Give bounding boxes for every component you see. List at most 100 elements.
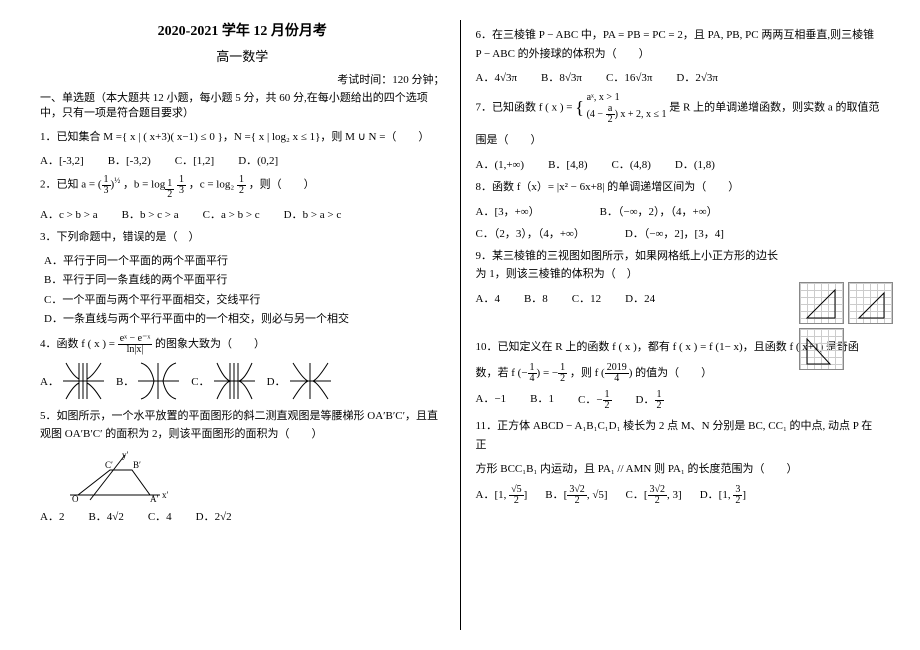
question-8: 8．函数 f（x）= |x² − 6x+8| 的单调递增区间为（ ）	[476, 178, 881, 197]
graph-b-icon	[136, 361, 181, 401]
q10-c-pre: C．−	[578, 394, 603, 406]
q11-opt-c: C．[3√22, 3]	[626, 485, 682, 506]
right-column: 6．在三棱锥 P − ABC 中，PA = PB = PC = 2，且 PA, …	[466, 20, 891, 630]
q6-opt-c: C．16√3π	[606, 69, 652, 85]
trapezoid-diagram: x′ y′ O C′ B′ A′	[60, 450, 170, 505]
q10-opt-a: A．−1	[476, 390, 507, 411]
question-7: 7．已知函数 f ( x ) = { aˣ, x > 1 (4 − a2) x …	[476, 91, 881, 125]
q1-opt-d: D．(0,2]	[238, 152, 278, 168]
q2-mid: ，b = log	[123, 179, 165, 191]
svg-text:C′: C′	[105, 460, 113, 470]
q4-graphs: A． B． C． D．	[40, 361, 445, 401]
q8-opt-d: D．（−∞，2]，[3，4]	[625, 225, 724, 241]
q5-opt-b: B．4√2	[88, 508, 123, 524]
question-1: 1．已知集合 M ={ x | ( x+3)( x−1) ≤ 0 }，N ={ …	[40, 128, 445, 147]
q4-opt-d: D．	[267, 373, 286, 389]
q3-opt-c: C．一个平面与两个平行平面相交，交线平行	[44, 292, 445, 309]
q5-opt-a: A．2	[40, 508, 64, 524]
q10-mid: 数，若 f	[476, 367, 515, 379]
question-11-l1: 11．正方体 ABCD − A₁B₁C₁D₁ 棱长为 2 点 M、N 分别是 B…	[476, 417, 881, 454]
q1-opt-c: C．[1,2]	[175, 152, 214, 168]
svg-text:B′: B′	[133, 460, 141, 470]
q10-d-pre: D．	[636, 394, 655, 406]
section-1-header: 一、单选题（本大题共 12 小题，每小题 5 分，共 60 分,在每小题给出的四…	[40, 91, 445, 122]
graph-a-icon	[61, 361, 106, 401]
question-5: 5．如图所示，一个水平放置的平面图形的斜二测直观图是等腰梯形 OA′B′C′，且…	[40, 407, 445, 444]
q9-opt-b: B．8	[524, 290, 548, 306]
q8-opt-b: B．（−∞，2），（4，+∞）	[600, 203, 718, 219]
q10-opt-b: B．1	[530, 390, 554, 411]
question-3: 3．下列命题中，错误的是（ ）	[40, 228, 445, 247]
exam-title: 2020-2021 学年 12 月份月考	[40, 20, 445, 40]
q9-opt-c: C．12	[572, 290, 601, 306]
q2-options: A．c > b > a B．b > c > a C．a > b > c D．b …	[40, 206, 445, 222]
q8-opt-a: A．[3，+∞）	[476, 203, 540, 219]
q11-a-pre: A．	[476, 489, 495, 501]
question-4: 4．函数 f ( x ) = eˣ − e⁻ˣln|x| 的图象大致为（ ）	[40, 334, 445, 355]
q1-options: A．[-3,2] B．[-3,2) C．[1,2] D．(0,2]	[40, 152, 445, 168]
q7-pre: 7．已知函数 f ( x ) =	[476, 102, 573, 114]
q6-opt-a: A．4√3π	[476, 69, 518, 85]
q11-c-pre: C．	[626, 489, 644, 501]
q7-options: A．(1,+∞) B．[4,8) C．(4,8) D．(1,8)	[476, 156, 881, 172]
q3-opt-b: B．平行于同一条直线的两个平面平行	[44, 272, 445, 289]
q11-opt-d: D．[1, 32]	[700, 485, 746, 506]
q7-opt-c: C．(4,8)	[612, 156, 651, 172]
q4-pre: 4．函数 f ( x ) =	[40, 338, 115, 350]
q9-opt-d: D．24	[625, 290, 655, 306]
question-2: 2．已知 a = (13)½ ，b = log12 13 ，c = log₂ 1…	[40, 174, 445, 200]
q10-mid2: ，则 f	[570, 367, 598, 379]
q4-opt-a: A．	[40, 373, 59, 389]
q6-options: A．4√3π B．8√3π C．16√3π D．2√3π	[476, 69, 881, 85]
q2-opt-b: B．b > c > a	[122, 206, 179, 222]
question-11-l2: 方形 BCC₁B₁ 内运动，且 PA₁ // AMN 则 PA₁ 的长度范围为（…	[476, 460, 881, 479]
q5-opt-c: C．4	[148, 508, 172, 524]
question-9: 9．某三棱锥的三视图如图所示，如果网格纸上小正方形的边长为 1，则该三棱锥的体积…	[476, 247, 881, 284]
q7-post: 是 R 上的单调递增函数，则实数 a 的取值范	[669, 102, 879, 114]
q10-opt-c: C．−12	[578, 390, 612, 411]
question-6: 6．在三棱锥 P − ABC 中，PA = PB = PC = 2，且 PA, …	[476, 26, 881, 63]
q3-opt-d: D．一条直线与两个平行平面中的一个相交，则必与另一个相交	[44, 311, 445, 328]
q2-post: ，则（ ）	[249, 179, 315, 191]
q6-opt-b: B．8√3π	[541, 69, 582, 85]
q1-opt-a: A．[-3,2]	[40, 152, 84, 168]
q8-options-2: C．（2，3），（4，+∞） D．（−∞，2]，[3，4]	[476, 225, 881, 241]
q7-line2: 围是（ ）	[476, 131, 881, 150]
q2-mid2: ，c = log₂	[189, 179, 234, 191]
q4-post: 的图象大致为（ ）	[155, 338, 265, 350]
q8-options: A．[3，+∞） B．（−∞，2），（4，+∞）	[476, 203, 881, 219]
q2-opt-d: D．b > a > c	[284, 206, 342, 222]
graph-d-icon	[288, 361, 333, 401]
q11-options: A．[1, √52] B．[3√22, √5] C．[3√22, 3] D．[1…	[476, 485, 881, 506]
q10-opt-d: D．12	[636, 390, 664, 411]
q4-opt-c: C．	[191, 373, 209, 389]
q2-pre: 2．已知 a =	[40, 179, 95, 191]
q4-opt-b: B．	[116, 373, 134, 389]
column-divider	[460, 20, 461, 630]
svg-text:x′: x′	[162, 490, 169, 500]
q9-opt-a: A．4	[476, 290, 500, 306]
q2-opt-a: A．c > b > a	[40, 206, 98, 222]
exam-time: 考试时间：120 分钟；	[40, 71, 445, 87]
q11-opt-b: B．[3√22, √5]	[545, 485, 607, 506]
graph-c-icon	[212, 361, 257, 401]
q11-opt-a: A．[1, √52]	[476, 485, 528, 506]
q6-opt-d: D．2√3π	[676, 69, 718, 85]
svg-text:y′: y′	[122, 450, 129, 460]
q8-opt-c: C．（2，3），（4，+∞）	[476, 225, 585, 241]
q11-d-pre: D．	[700, 489, 719, 501]
q10-post: 的值为（ ）	[635, 367, 712, 379]
three-view-diagram	[797, 280, 895, 372]
q1-opt-b: B．[-3,2)	[108, 152, 151, 168]
exam-subtitle: 高一数学	[40, 46, 445, 65]
q5-opt-d: D．2√2	[196, 508, 232, 524]
svg-text:A′: A′	[150, 494, 158, 504]
q11-b-pre: B．	[545, 489, 563, 501]
svg-text:O: O	[72, 494, 79, 504]
left-column: 2020-2021 学年 12 月份月考 高一数学 考试时间：120 分钟； 一…	[30, 20, 455, 630]
q7-opt-b: B．[4,8)	[548, 156, 587, 172]
q3-opt-a: A．平行于同一个平面的两个平面平行	[44, 253, 445, 270]
q10-options: A．−1 B．1 C．−12 D．12	[476, 390, 881, 411]
q7-opt-a: A．(1,+∞)	[476, 156, 525, 172]
q2-opt-c: C．a > b > c	[203, 206, 260, 222]
